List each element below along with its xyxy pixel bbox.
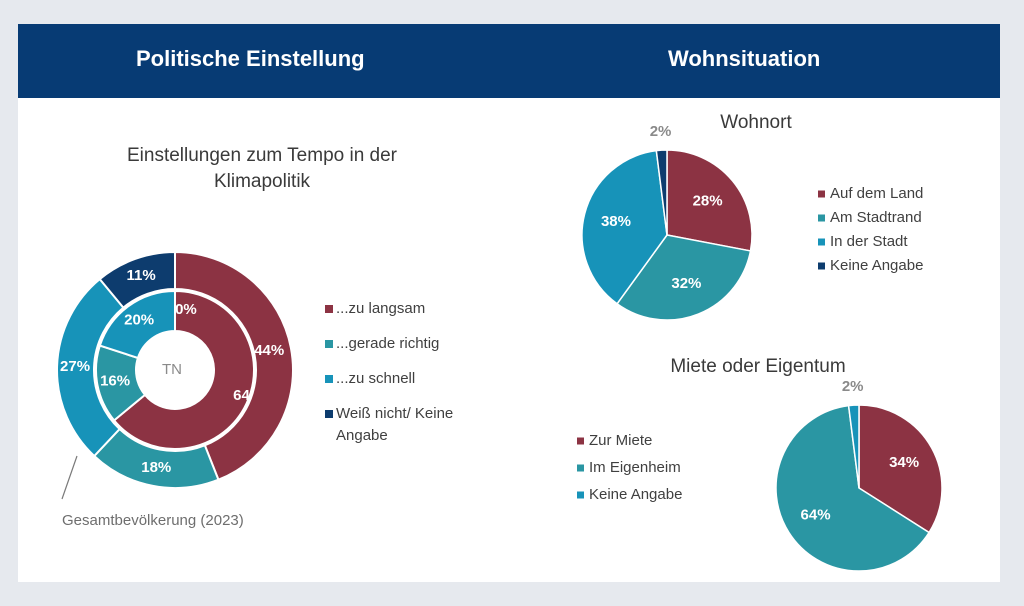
legend-label-zu-langsam: ...zu langsam xyxy=(336,300,425,317)
wohnort-legend-label-in-der-stadt: In der Stadt xyxy=(830,233,908,250)
miete-slice-im-eigenheim xyxy=(775,404,931,572)
donut-title-line-1: Einstellungen zum Tempo in der xyxy=(127,145,398,166)
legend-marker-gerade-richtig xyxy=(325,340,333,348)
wohnort-label-am-stadtrand: 32% xyxy=(671,275,701,292)
donut-inner-segment-zu-schnell xyxy=(98,289,176,360)
wohnort-title: Wohnort xyxy=(720,112,792,133)
content-panel: Politische Einstellung Wohnsituation Ein… xyxy=(18,24,1000,582)
donut-inner-label-zu-schnell: 20% xyxy=(124,312,154,329)
wohnort-legend-marker-keine-angabe xyxy=(818,262,825,270)
wohnort-legend-marker-in-der-stadt xyxy=(818,238,825,246)
wohnort-legend-marker-am-stadtrand xyxy=(818,214,825,222)
miete-legend-marker-im-eigenheim xyxy=(577,464,584,472)
wohnort-label-auf-dem-land: 28% xyxy=(693,192,723,209)
miete-label-keine-angabe: 2% xyxy=(842,378,864,395)
section-title-wohnsituation: Wohnsituation xyxy=(668,46,821,71)
legend-label-zu-schnell: ...zu schnell xyxy=(336,370,415,387)
wohnort-slice-keine-angabe xyxy=(655,149,668,236)
wohnort-slice-am-stadtrand xyxy=(615,234,752,321)
miete-legend-label-im-eigenheim: Im Eigenheim xyxy=(589,459,681,476)
legend-marker-weiß-nicht-keine-angabe xyxy=(325,410,333,418)
donut-outer-label-zu-schnell: 27% xyxy=(60,358,90,375)
wohnort-label-in-der-stadt: 38% xyxy=(601,213,631,230)
donut-inner-segment-zu-langsam xyxy=(112,289,255,450)
donut-outer-label-zu-langsam: 44% xyxy=(254,342,284,359)
wohnort-legend-label-auf-dem-land: Auf dem Land xyxy=(830,185,923,202)
wohnort-slice-auf-dem-land xyxy=(666,149,753,252)
donut-title-line-2: Klimapolitik xyxy=(214,171,311,192)
miete-legend-label-keine-angabe: Keine Angabe xyxy=(589,486,682,503)
miete-label-zur-miete: 34% xyxy=(889,454,919,471)
section-title-politische-einstellung: Politische Einstellung xyxy=(136,46,365,71)
header-bar: Politische Einstellung Wohnsituation xyxy=(18,24,1000,98)
legend-marker-zu-schnell xyxy=(325,375,333,383)
outer-ring-label: Gesamtbevölkerung (2023) xyxy=(62,512,244,529)
legend-label-gerade-richtig: ...gerade richtig xyxy=(336,335,439,352)
wohnort-legend-label-keine-angabe: Keine Angabe xyxy=(830,257,923,274)
miete-title: Miete oder Eigentum xyxy=(670,356,845,377)
donut-outer-segment-zu-langsam xyxy=(174,250,295,482)
donut-inner-label-weiß-nicht-keine-angabe: 0% xyxy=(175,301,197,318)
donut-center-label: TN xyxy=(162,361,182,378)
donut-outer-label-weiß-nicht-keine-angabe: 11% xyxy=(127,267,156,284)
miete-legend-label-zur-miete: Zur Miete xyxy=(589,432,652,449)
miete-legend-marker-keine-angabe xyxy=(577,491,584,499)
charts-canvas: Einstellungen zum Tempo in der Klimapolit… xyxy=(56,112,943,572)
wohnort-legend-label-am-stadtrand: Am Stadtrand xyxy=(830,209,922,226)
legend-label-weiß-nicht-keine-angabe-line-2: Angabe xyxy=(336,427,388,444)
outer-ring-callout-line xyxy=(61,455,78,500)
donut-outer-segment-weiß-nicht-keine-angabe xyxy=(98,250,176,309)
wohnort-label-keine-angabe: 2% xyxy=(650,123,672,140)
wohnort-slice-in-der-stadt xyxy=(581,149,668,305)
wohnort-legend-marker-auf-dem-land xyxy=(818,190,825,198)
donut-outer-label-gerade-richtig: 18% xyxy=(141,459,171,476)
miete-label-im-eigenheim: 64% xyxy=(801,507,831,524)
miete-legend-marker-zur-miete xyxy=(577,437,584,445)
miete-slice-keine-angabe xyxy=(847,404,860,489)
legend-label-weiß-nicht-keine-angabe: Weiß nicht/ Keine xyxy=(336,405,453,422)
legend-marker-zu-langsam xyxy=(325,305,333,313)
donut-inner-label-gerade-richtig: 16% xyxy=(100,372,130,389)
